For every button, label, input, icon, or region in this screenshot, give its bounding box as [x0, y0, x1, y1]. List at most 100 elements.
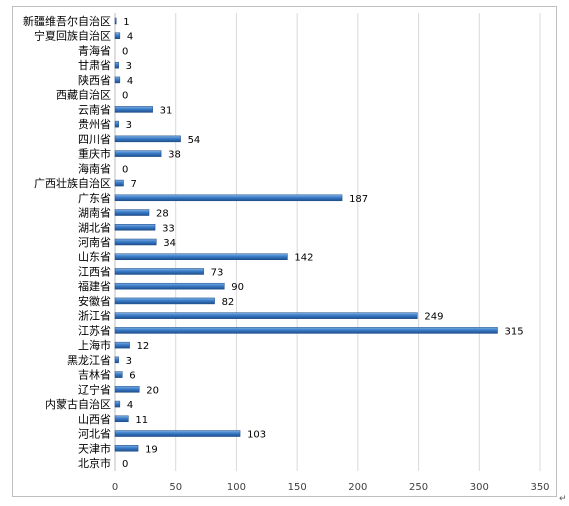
- data-label: 0: [122, 46, 128, 57]
- category-label: 上海市: [78, 338, 111, 352]
- category-label: 新疆维吾尔自治区: [23, 14, 111, 28]
- data-label: 28: [156, 209, 169, 220]
- category-label: 山东省: [78, 251, 111, 264]
- category-label: 青海省: [78, 43, 111, 57]
- category-label: 海南省: [78, 161, 111, 175]
- bar: [114, 17, 117, 25]
- x-tick-label: 300: [470, 482, 489, 493]
- category-labels: 新疆维吾尔自治区宁夏回族自治区青海省甘肃省陕西省西藏自治区云南省贵州省四川省重庆…: [23, 14, 111, 470]
- category-label: 贵州省: [78, 118, 111, 131]
- bar: [114, 386, 140, 393]
- gridlines: [114, 13, 541, 471]
- data-label: 4: [127, 76, 133, 87]
- data-label: 3: [126, 120, 132, 131]
- category-label: 四川省: [78, 133, 111, 146]
- data-label: 6: [129, 371, 135, 382]
- category-label: 内蒙古自治区: [45, 397, 111, 411]
- bar: [114, 135, 181, 143]
- data-label: 249: [424, 312, 443, 323]
- x-tick-label: 250: [409, 482, 428, 493]
- bar: [114, 327, 498, 334]
- bar: [114, 76, 121, 84]
- category-label: 河北省: [78, 428, 111, 441]
- category-label: 湖南省: [78, 207, 111, 220]
- data-label: 90: [231, 282, 244, 293]
- category-label: 重庆市: [78, 147, 111, 161]
- bar: [114, 61, 119, 69]
- bar: [114, 194, 343, 202]
- x-tick-label: 150: [288, 482, 307, 493]
- category-label: 江西省: [78, 265, 111, 278]
- category-label: 西藏自治区: [56, 88, 111, 102]
- data-label: 3: [126, 356, 132, 367]
- bars: [114, 17, 498, 452]
- x-tick-label: 350: [530, 482, 549, 493]
- bar: [114, 150, 162, 157]
- data-label: 38: [168, 150, 181, 161]
- data-label: 12: [137, 341, 150, 352]
- bar: [114, 209, 150, 216]
- x-tick-label: 200: [348, 482, 367, 493]
- bar: [114, 356, 119, 364]
- category-label: 陕西省: [78, 73, 111, 87]
- x-tick-label: 100: [227, 482, 246, 493]
- data-label: 4: [127, 400, 133, 411]
- bar: [114, 430, 241, 437]
- category-label: 河南省: [78, 236, 111, 249]
- data-labels: 1403403135438071872833341427390822493151…: [122, 17, 524, 470]
- data-label: 142: [294, 253, 313, 264]
- data-label: 11: [135, 415, 148, 426]
- data-label: 0: [122, 164, 128, 175]
- bar: [114, 32, 121, 39]
- category-label: 福建省: [78, 279, 111, 293]
- category-label: 广西壮族自治区: [34, 176, 111, 190]
- category-label: 北京市: [78, 456, 111, 470]
- data-label: 0: [122, 91, 128, 102]
- bar: [114, 415, 129, 423]
- bar: [114, 312, 418, 319]
- category-label: 吉林省: [78, 368, 111, 382]
- category-label: 黑龙江省: [67, 354, 111, 367]
- bar: [114, 238, 157, 246]
- x-tick-label: 0: [112, 482, 118, 493]
- data-label: 315: [505, 326, 524, 337]
- paragraph-mark: ↵: [559, 494, 567, 504]
- category-label: 辽宁省: [78, 382, 111, 396]
- x-tick-label: 50: [169, 482, 182, 493]
- data-label: 82: [222, 297, 235, 308]
- data-label: 4: [127, 32, 133, 43]
- data-label: 73: [211, 267, 224, 278]
- category-label: 湖北省: [78, 221, 111, 234]
- data-label: 187: [349, 194, 368, 205]
- data-label: 0: [122, 459, 128, 470]
- category-label: 江苏省: [78, 324, 111, 337]
- bar: [114, 400, 121, 408]
- bar: [114, 445, 139, 452]
- data-label: 31: [160, 105, 173, 116]
- chart-frame: [12, 6, 557, 497]
- category-label: 天津市: [78, 441, 111, 455]
- category-label: 广东省: [78, 192, 111, 205]
- category-label: 浙江省: [78, 310, 111, 323]
- data-label: 3: [126, 61, 132, 72]
- category-label: 宁夏回族自治区: [34, 29, 111, 43]
- x-axis-ticks: 0 50 100 150 200 250 300 350: [112, 482, 550, 493]
- category-label: 甘肃省: [78, 59, 111, 72]
- category-label: 山西省: [78, 413, 111, 426]
- category-label: 云南省: [78, 103, 111, 116]
- data-label: 103: [247, 430, 266, 441]
- bar: [114, 224, 156, 231]
- bar: [114, 179, 124, 187]
- bar: [114, 297, 215, 305]
- data-label: 7: [131, 179, 137, 190]
- bar: [114, 341, 130, 349]
- data-label: 33: [162, 223, 175, 234]
- bar: [114, 253, 288, 260]
- bar: [114, 268, 204, 275]
- bar: [114, 106, 153, 113]
- bar: [114, 120, 119, 128]
- data-label: 20: [146, 385, 159, 396]
- category-label: 安徽省: [78, 294, 111, 308]
- bar: [114, 371, 123, 378]
